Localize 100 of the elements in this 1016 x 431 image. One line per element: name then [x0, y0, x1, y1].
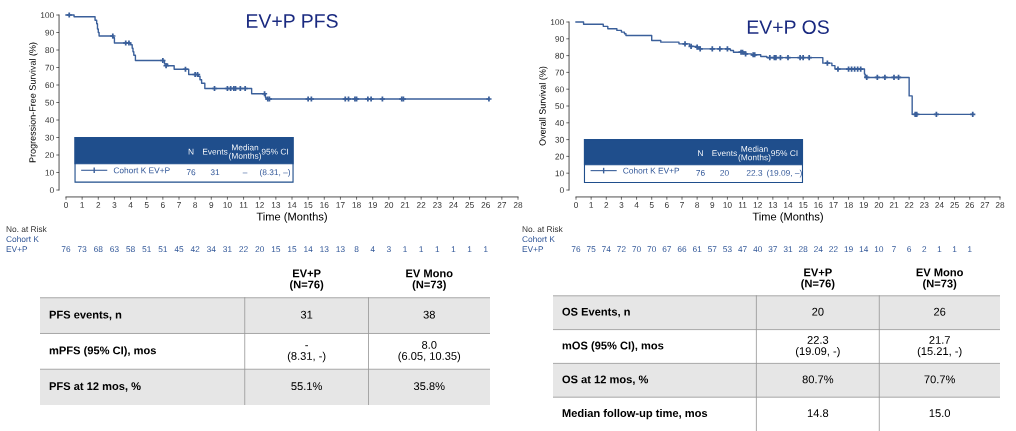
x-tick-label: 13 — [768, 202, 778, 208]
chart-title: EV+P PFS — [247, 14, 338, 28]
x-tick-label: 21 — [400, 202, 410, 208]
x-tick-label: 20 — [384, 202, 394, 208]
text: 61 — [692, 246, 702, 253]
y-tick-label: 90 — [555, 36, 564, 42]
y-tick-label: 60 — [555, 86, 564, 93]
text: 1 — [467, 246, 472, 252]
point — [486, 96, 492, 102]
text: 57 — [707, 246, 717, 253]
x-tick-label: 0 — [64, 202, 68, 208]
y-axis-title: Overall Survival (%) — [539, 66, 548, 146]
text: 22.3 (19.09, -) — [796, 336, 840, 358]
x-tick-label: 28 — [995, 202, 1005, 208]
point — [110, 33, 116, 39]
point — [379, 96, 385, 102]
x-tick-label: 6 — [160, 202, 165, 208]
annotation: 95% CI — [261, 148, 288, 155]
x-tick-label: 19 — [859, 202, 868, 208]
text: 76 — [571, 246, 581, 253]
text: OS Events, n — [562, 307, 630, 318]
text: 68 — [94, 246, 103, 253]
point — [126, 40, 132, 46]
annotation: N — [698, 150, 703, 157]
x-tick-label: 15 — [799, 202, 808, 208]
x-axis-title: Time (Months) — [752, 212, 823, 223]
text: 7 — [892, 246, 896, 252]
point — [308, 96, 314, 102]
x-tick-label: 5 — [649, 202, 654, 208]
text: 13 — [320, 246, 329, 253]
annotation: 22.3 — [746, 169, 763, 176]
x-tick-label: 4 — [634, 202, 639, 208]
x-tick-label: 14 — [288, 202, 297, 208]
text: 31 — [783, 246, 793, 253]
text: 66 — [677, 246, 687, 253]
x-tick-label: 8 — [695, 202, 700, 208]
y-tick-label: 30 — [45, 134, 54, 141]
text: 47 — [738, 246, 747, 252]
x-tick-label: 21 — [889, 202, 899, 208]
x-tick-label: 10 — [223, 202, 232, 208]
text: 6 — [907, 246, 912, 253]
text: EV Mono (N=73) — [916, 268, 963, 290]
x-tick-label: 11 — [738, 202, 747, 208]
x-tick-label: 11 — [239, 202, 248, 208]
x-tick-label: 22 — [904, 202, 914, 208]
text: 75 — [586, 246, 596, 253]
text: 20 — [255, 246, 265, 253]
x-tick-label: 2 — [604, 202, 609, 208]
x-tick-label: 13 — [271, 202, 281, 208]
text: 1 — [952, 246, 957, 252]
y-tick-label: 20 — [555, 153, 564, 160]
text: 21.7 (15.21, -) — [917, 336, 962, 358]
x-tick-label: 18 — [844, 202, 853, 208]
text: No. at Risk — [6, 225, 47, 233]
point — [882, 74, 888, 81]
x-tick-label: 7 — [680, 202, 684, 208]
text: 42 — [190, 246, 200, 252]
text: 15.0 — [929, 409, 951, 418]
text: 15 — [288, 246, 297, 253]
text: 70 — [647, 246, 657, 253]
text: 4 — [370, 246, 375, 252]
point — [682, 41, 688, 47]
x-tick-label: 24 — [449, 202, 458, 208]
x-tick-label: 23 — [920, 202, 929, 208]
annotation: Median (Months) — [738, 145, 771, 162]
text: EV+P — [522, 246, 544, 252]
point — [835, 66, 841, 72]
point — [66, 12, 72, 18]
text: 1 — [484, 246, 488, 252]
text: 70 — [632, 246, 641, 253]
x-tick-label: 17 — [336, 202, 345, 208]
x-tick-label: 25 — [950, 202, 959, 208]
y-tick-label: 40 — [45, 117, 54, 124]
legend-label: Cohort K EV+P — [113, 167, 170, 174]
y-tick-label: 20 — [45, 152, 54, 159]
point — [858, 66, 864, 72]
text: 34 — [206, 246, 216, 253]
text: 35.8% — [413, 382, 445, 391]
text: Cohort K — [522, 235, 555, 243]
text: PFS events, n — [49, 310, 122, 321]
text: 20 — [812, 307, 824, 316]
text: 72 — [617, 246, 626, 252]
y-tick-label: 90 — [45, 29, 54, 36]
text: OS at 12 mos, % — [562, 375, 649, 385]
y-tick-label: 70 — [45, 64, 54, 71]
x-tick-label: 17 — [829, 202, 838, 208]
y-tick-label: 80 — [555, 52, 564, 59]
text: 58 — [126, 246, 135, 253]
x-tick-label: 12 — [753, 202, 762, 208]
x-tick-label: 16 — [814, 202, 823, 208]
text: 67 — [662, 246, 672, 253]
text: 14 — [304, 246, 313, 252]
x-tick-label: 12 — [255, 202, 264, 208]
text: Cohort K — [6, 235, 39, 243]
text: 10 — [874, 246, 884, 253]
text: 74 — [602, 246, 611, 252]
text: 13 — [336, 246, 345, 253]
text: 37 — [768, 246, 778, 253]
x-tick-label: 7 — [177, 202, 181, 208]
text: 8 — [354, 246, 359, 253]
